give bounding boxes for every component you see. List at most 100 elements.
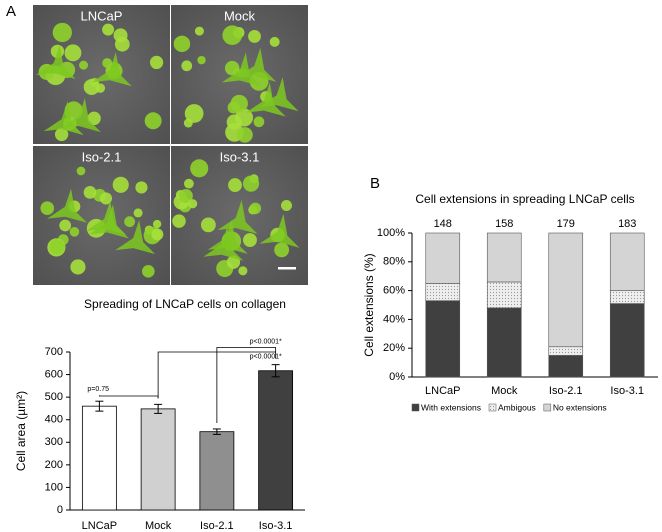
cell-shape — [133, 208, 143, 218]
bar-segment — [609, 290, 645, 304]
cell-shape — [142, 265, 155, 278]
panel-label: A — [6, 3, 16, 20]
x-tick-label: Iso-3.1 — [259, 520, 293, 532]
cell-shape — [184, 104, 204, 123]
cell-shape — [188, 199, 198, 209]
cell-shape — [249, 202, 262, 215]
error-bar — [154, 403, 163, 414]
cell-shape — [258, 77, 299, 112]
cell-shape — [237, 127, 253, 143]
cell-shape — [43, 101, 84, 136]
legend-label: No extensions — [553, 402, 607, 412]
legend-label: With extensions — [421, 402, 481, 412]
cell-shape — [47, 188, 88, 223]
y-tick-label: 700 — [45, 346, 63, 358]
cell-shape — [115, 220, 156, 255]
cell-shape — [40, 201, 55, 216]
bar-segment — [609, 232, 645, 291]
cell-shape — [274, 242, 290, 258]
image-label: Mock — [224, 8, 256, 23]
bar — [199, 431, 235, 511]
cell-shape — [243, 233, 257, 247]
count-label: 158 — [495, 218, 513, 230]
error-bar — [271, 364, 280, 378]
count-label: 183 — [618, 218, 636, 230]
image-label: Iso-2.1 — [82, 149, 122, 164]
cell-shape — [83, 185, 97, 199]
cell-shape — [172, 214, 186, 228]
bar-segment — [548, 346, 584, 356]
bar — [140, 408, 176, 511]
cell-shape — [230, 94, 248, 113]
cell-shape — [70, 259, 86, 275]
x-tick-label: Iso-2.1 — [549, 385, 583, 397]
cell-shape — [102, 23, 115, 36]
x-tick-label: Iso-2.1 — [200, 520, 234, 532]
cell-shape — [152, 219, 162, 229]
legend-swatch — [411, 403, 420, 412]
x-tick-label: Iso-3.1 — [610, 385, 644, 397]
cell-shape — [234, 108, 254, 127]
annotation: p=0.75 — [87, 386, 109, 393]
image-label: LNCaP — [81, 8, 123, 23]
y-axis-label: Cell area (µm²) — [14, 391, 28, 471]
x-tick-label: LNCaP — [425, 385, 460, 397]
cell-shape — [228, 178, 242, 192]
count-label: 179 — [557, 218, 575, 230]
legend-label: Ambigous — [498, 402, 536, 412]
cell-shape — [149, 55, 164, 70]
cell-shape — [207, 219, 248, 254]
annotation: p<0.0001* — [250, 339, 282, 346]
x-tick-label: Mock — [145, 520, 172, 532]
bar-segment — [548, 232, 584, 348]
y-tick-label: 0 — [57, 504, 63, 516]
bar-segment — [425, 300, 461, 378]
x-tick-label: Mock — [491, 385, 518, 397]
y-tick-label: 0% — [389, 371, 405, 383]
y-tick-label: 20% — [383, 342, 405, 354]
chart-title: Cell extensions in spreading LNCaP cells — [415, 192, 634, 206]
cell-shape — [59, 219, 72, 232]
cell-shape — [245, 82, 286, 117]
cell-shape — [184, 178, 194, 189]
cell-shape — [35, 45, 76, 80]
bar-segment — [425, 283, 461, 301]
bar — [81, 405, 117, 511]
y-tick-label: 100% — [377, 227, 405, 239]
bar-segment — [609, 303, 645, 378]
cell-shape — [52, 22, 72, 43]
cell-shape — [221, 52, 262, 87]
legend-swatch — [488, 403, 497, 412]
cell-shape — [112, 176, 129, 193]
cell-shape — [194, 26, 204, 36]
cell-shape — [99, 192, 113, 205]
x-tick-label: LNCaP — [82, 520, 117, 532]
micrographs: LNCaP Mock Iso-2.1 Iso-3.1 — [33, 5, 308, 285]
cell-shape — [217, 199, 258, 234]
cell-shape — [79, 60, 89, 70]
cell-shape — [222, 25, 243, 46]
cell-shape — [69, 227, 80, 237]
cell-shape — [197, 55, 206, 65]
cell-shape — [242, 175, 260, 192]
y-tick-label: 60% — [383, 285, 405, 297]
cell-shape — [248, 29, 261, 43]
cell-shape — [178, 189, 193, 203]
y-tick-label: 40% — [383, 313, 405, 325]
cell-shape — [173, 35, 191, 53]
chart-title: Spreading of LNCaP cells on collagen — [84, 297, 286, 311]
cell-shape — [200, 217, 216, 233]
error-bar — [95, 400, 104, 412]
cell-shape — [183, 118, 193, 128]
cell-shape — [49, 239, 65, 255]
count-label: 148 — [434, 218, 452, 230]
bar-segment — [486, 232, 522, 283]
cell-shape — [151, 228, 164, 241]
cell-shape — [83, 78, 100, 96]
cell-shape — [238, 266, 248, 276]
image-label: Iso-3.1 — [220, 149, 260, 164]
bar-segment — [548, 355, 584, 378]
cell-shape — [76, 166, 86, 176]
bracket — [216, 347, 277, 423]
